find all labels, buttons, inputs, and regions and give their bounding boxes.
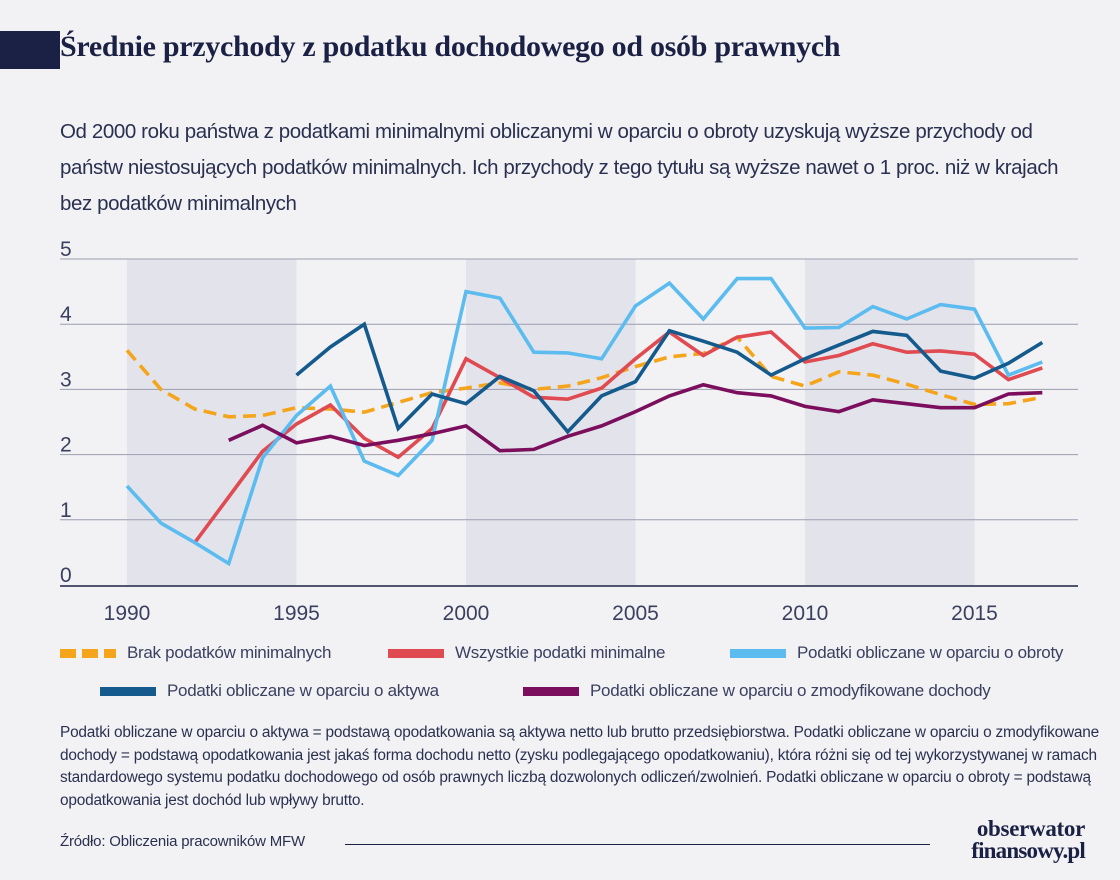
- legend-row-1: Brak podatków minimalnych Wszystkie poda…: [0, 643, 1120, 665]
- x-tick-label: 1995: [273, 602, 320, 620]
- source-divider: [345, 844, 930, 845]
- chart-subtitle: Od 2000 roku państwa z podatkami minimal…: [60, 120, 1059, 215]
- logo-line-1: obserwator: [976, 816, 1085, 841]
- series-line-0: [125, 334, 1043, 419]
- brand-logo: obserwator finansowy.pl: [945, 816, 1086, 863]
- y-tick-label: 1: [60, 499, 72, 522]
- y-tick-label: 4: [60, 303, 72, 326]
- legend-row-2: Podatki obliczane w oparciu o aktywa Pod…: [0, 681, 1120, 703]
- y-tick-label: 5: [60, 238, 72, 261]
- shaded-period-2: [805, 259, 975, 585]
- y-tick-label: 3: [60, 368, 72, 391]
- line-chart: 0 1 2 3 4 5 1990 1995 2000 2005 2010 2015: [60, 238, 1078, 620]
- legend-item-brak: Brak podatków minimalnych: [60, 643, 331, 663]
- title-accent-bar: [0, 31, 60, 69]
- x-tick-label: 2005: [612, 602, 659, 620]
- shaded-period-0: [127, 259, 297, 585]
- legend-label: Podatki obliczane w oparciu o zmodyfikow…: [590, 681, 991, 700]
- series-line-1: [193, 329, 1043, 544]
- y-tick-label: 0: [60, 564, 72, 587]
- legend-label: Brak podatków minimalnych: [127, 643, 332, 662]
- legend-label: Podatki obliczane w oparciu o aktywa: [167, 681, 439, 700]
- logo-line-2: finansowy.pl: [971, 838, 1086, 863]
- legend-swatch-purple: [523, 686, 579, 696]
- series-line-3: [295, 321, 1044, 435]
- series-line-2: [125, 276, 1043, 567]
- chart-title: Średnie przychody z podatku dochodowego …: [60, 30, 841, 63]
- legend-item-dochody: Podatki obliczane w oparciu o zmodyfikow…: [523, 681, 991, 701]
- series-line-4: [227, 382, 1043, 453]
- source-note: Źródło: Obliczenia pracowników MFW: [60, 833, 305, 850]
- legend-swatch-orange: [60, 648, 116, 658]
- x-tick-label: 1990: [104, 602, 151, 620]
- legend-label: Wszystkie podatki minimalne: [455, 643, 666, 662]
- x-tick-label: 2000: [443, 602, 490, 620]
- y-tick-label: 2: [60, 434, 72, 457]
- legend-item-obroty: Podatki obliczane w oparciu o obroty: [730, 643, 1063, 663]
- footnote: Podatki obliczane w oparciu o aktywa = p…: [60, 724, 1099, 809]
- x-tick-label: 2015: [951, 602, 998, 620]
- x-tick-label: 2010: [782, 602, 829, 620]
- legend-item-aktywa: Podatki obliczane w oparciu o aktywa: [100, 681, 439, 701]
- legend-swatch-lightblue: [730, 648, 786, 658]
- legend-swatch-darkblue: [100, 686, 156, 696]
- legend-swatch-red: [388, 648, 444, 658]
- legend-item-wszystkie: Wszystkie podatki minimalne: [388, 643, 665, 663]
- legend-label: Podatki obliczane w oparciu o obroty: [797, 643, 1064, 662]
